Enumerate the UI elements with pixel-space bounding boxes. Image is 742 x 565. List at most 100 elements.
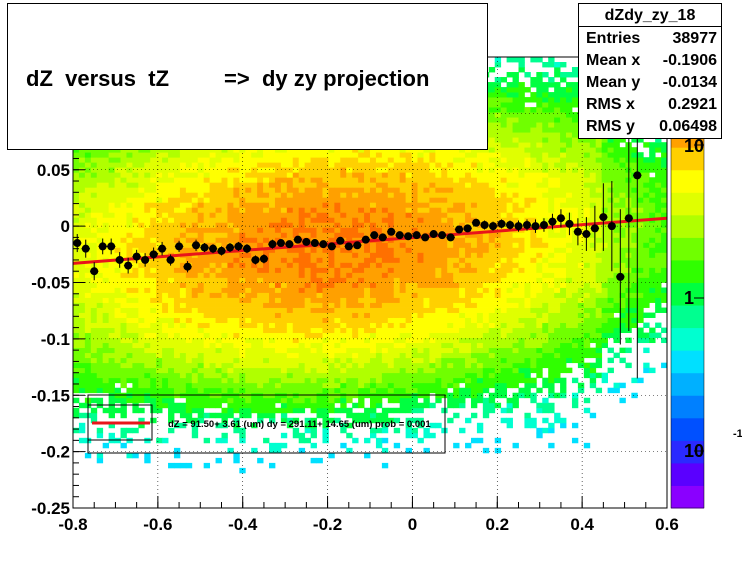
heatmap-cell bbox=[417, 202, 424, 208]
heatmap-cell bbox=[322, 407, 329, 414]
heatmap-cell bbox=[274, 372, 282, 379]
heatmap-cell bbox=[429, 357, 436, 364]
heatmap-cell bbox=[411, 237, 418, 243]
heatmap-cell bbox=[423, 257, 430, 263]
heatmap-cell bbox=[298, 197, 306, 203]
heatmap-cell bbox=[144, 227, 151, 233]
heatmap-cell bbox=[364, 352, 371, 359]
heatmap-cell bbox=[185, 347, 193, 354]
heatmap-cell bbox=[73, 287, 80, 293]
heatmap-cell bbox=[215, 187, 222, 193]
heatmap-cell bbox=[340, 327, 347, 334]
heatmap-cell bbox=[310, 287, 317, 293]
heatmap-cell bbox=[405, 307, 412, 313]
heatmap-cell bbox=[482, 292, 490, 298]
heatmap-cell bbox=[310, 442, 317, 449]
heatmap-cell bbox=[316, 347, 323, 354]
heatmap-cell bbox=[215, 272, 222, 278]
heatmap-cell bbox=[405, 197, 412, 203]
heatmap-cell bbox=[399, 212, 407, 218]
heatmap-cell bbox=[316, 372, 323, 379]
heatmap-cell bbox=[269, 387, 276, 394]
heatmap-cell bbox=[203, 322, 211, 328]
heatmap-cell bbox=[96, 157, 104, 163]
heatmap-cell bbox=[340, 257, 347, 263]
heatmap-cell bbox=[310, 232, 317, 238]
heatmap-cell bbox=[423, 227, 430, 233]
heatmap-cell bbox=[381, 352, 389, 359]
heatmap-cell bbox=[150, 187, 157, 193]
heatmap-cell bbox=[465, 367, 472, 374]
heatmap-cell bbox=[239, 192, 246, 198]
heatmap-cell bbox=[245, 202, 252, 208]
heatmap-cell bbox=[298, 152, 306, 158]
heatmap-cell bbox=[494, 262, 502, 268]
heatmap-cell bbox=[370, 252, 377, 258]
heatmap-cell bbox=[191, 217, 199, 223]
heatmap-cell bbox=[352, 322, 359, 328]
heatmap-cell bbox=[73, 317, 80, 323]
heatmap-cell bbox=[375, 417, 383, 424]
heatmap-cell bbox=[411, 367, 418, 374]
heatmap-cell bbox=[162, 297, 169, 303]
heatmap-cell bbox=[334, 342, 341, 349]
heatmap-cell bbox=[470, 342, 478, 349]
heatmap-cell bbox=[233, 267, 240, 273]
heatmap-cell bbox=[114, 372, 121, 379]
heatmap-cell bbox=[286, 342, 294, 349]
heatmap-cell bbox=[316, 277, 323, 283]
heatmap-cell bbox=[168, 297, 175, 303]
heatmap-cell bbox=[482, 312, 490, 318]
heatmap-cell bbox=[84, 162, 92, 168]
heatmap-cell bbox=[173, 382, 181, 389]
heatmap-cell bbox=[156, 327, 163, 334]
heatmap-cell bbox=[494, 322, 502, 328]
heatmap-cell bbox=[280, 287, 288, 293]
heatmap-cell bbox=[292, 332, 300, 339]
heatmap-cell bbox=[328, 262, 335, 268]
heatmap-cell bbox=[209, 402, 216, 409]
heatmap-cell bbox=[375, 242, 383, 248]
heatmap-cell bbox=[221, 372, 228, 379]
heatmap-cell bbox=[108, 162, 115, 168]
heatmap-cell bbox=[429, 172, 436, 178]
heatmap-cell bbox=[215, 167, 222, 173]
heatmap-cell bbox=[298, 347, 306, 354]
heatmap-cell bbox=[114, 267, 121, 273]
heatmap-cell bbox=[257, 202, 264, 208]
heatmap-cell bbox=[120, 332, 127, 339]
heatmap-cell bbox=[280, 317, 288, 323]
heatmap-cell bbox=[78, 292, 86, 298]
heatmap-cell bbox=[269, 382, 276, 389]
heatmap-cell bbox=[203, 377, 211, 384]
heatmap-cell bbox=[459, 187, 466, 193]
heatmap-cell bbox=[346, 172, 353, 178]
heatmap-cell bbox=[340, 287, 347, 293]
heatmap-cell bbox=[209, 302, 216, 308]
heatmap-cell bbox=[108, 277, 115, 283]
heatmap-cell bbox=[215, 437, 222, 444]
heatmap-cell bbox=[173, 362, 181, 369]
heatmap-cell bbox=[251, 362, 258, 369]
heatmap-cell bbox=[494, 337, 502, 344]
heatmap-cell bbox=[447, 222, 454, 228]
heatmap-cell bbox=[364, 377, 371, 384]
heatmap-cell bbox=[191, 157, 199, 163]
heatmap-cell bbox=[399, 157, 407, 163]
heatmap-cell bbox=[144, 327, 151, 334]
heatmap-cell bbox=[411, 267, 418, 273]
heatmap-cell bbox=[245, 277, 252, 283]
heatmap-cell bbox=[429, 387, 436, 394]
heatmap-cell bbox=[96, 247, 104, 253]
heatmap-cell bbox=[90, 192, 98, 198]
heatmap-cell bbox=[340, 377, 347, 384]
heatmap-cell bbox=[494, 172, 502, 178]
heatmap-cell bbox=[280, 297, 288, 303]
heatmap-cell bbox=[179, 277, 187, 283]
heatmap-cell bbox=[358, 197, 365, 203]
heatmap-cell bbox=[310, 277, 317, 283]
heatmap-cell bbox=[441, 372, 448, 379]
heatmap-cell bbox=[411, 297, 418, 303]
heatmap-cell bbox=[405, 337, 412, 344]
heatmap-cell bbox=[346, 262, 353, 268]
